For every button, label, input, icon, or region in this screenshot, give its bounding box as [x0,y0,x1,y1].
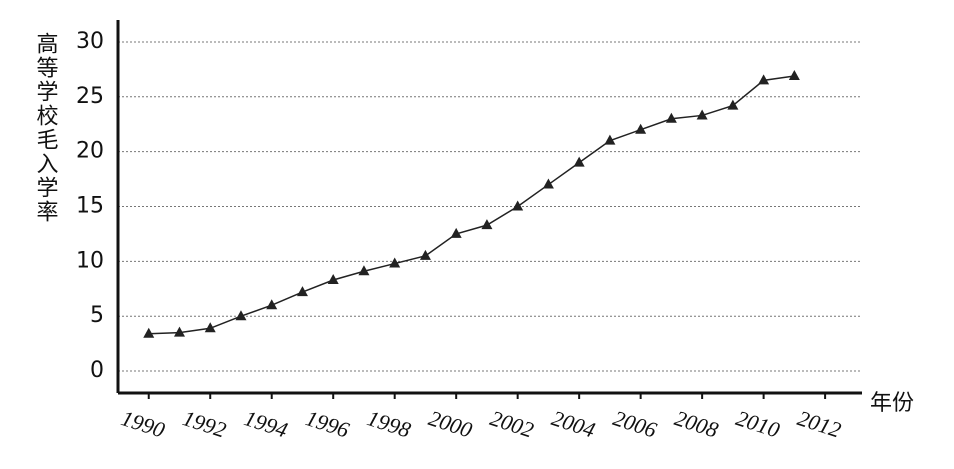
marker [481,219,493,230]
y-tick-label: 15 [76,194,104,219]
y-tick-label: 5 [90,303,104,328]
x-tick-label: 2006 [610,405,660,442]
marker [204,322,216,333]
y-tick-label: 0 [90,358,104,383]
marker [758,74,770,85]
x-tick-label: 1998 [364,405,414,442]
marker [635,123,647,134]
x-tick-label: 1996 [303,405,353,442]
marker [727,99,739,110]
y-tick-label: 30 [76,29,104,54]
y-axis-label: 高等学校毛入学率 [33,32,59,224]
data-line [148,75,795,335]
x-tick-label: 2002 [487,405,537,442]
marker [604,134,616,145]
marker [358,265,370,276]
y-tick-label: 25 [76,84,104,109]
x-tick-label: 2000 [426,405,476,442]
x-tick-label: 1990 [118,405,168,442]
marker [696,109,708,120]
x-tick-label: 1992 [180,405,230,442]
marker [266,299,278,310]
y-tick-label: 20 [76,139,104,164]
x-tick-label: 2012 [795,405,845,442]
marker [450,227,462,238]
x-axis-label: 年份 [870,391,914,416]
x-tick-label: 2004 [549,405,599,442]
x-tick-label: 1994 [241,405,291,442]
marker [143,327,155,338]
x-tick-label: 2010 [733,405,783,442]
marker [296,286,308,297]
x-tick-label: 2008 [672,405,722,442]
marker [788,69,800,80]
marker [665,112,677,123]
marker [542,178,554,189]
marker [512,200,524,211]
marker [573,156,585,167]
marker [173,326,185,337]
marker [235,310,247,321]
marker [419,249,431,260]
marker [389,257,401,268]
marker [327,274,339,285]
y-tick-label: 10 [76,248,104,273]
